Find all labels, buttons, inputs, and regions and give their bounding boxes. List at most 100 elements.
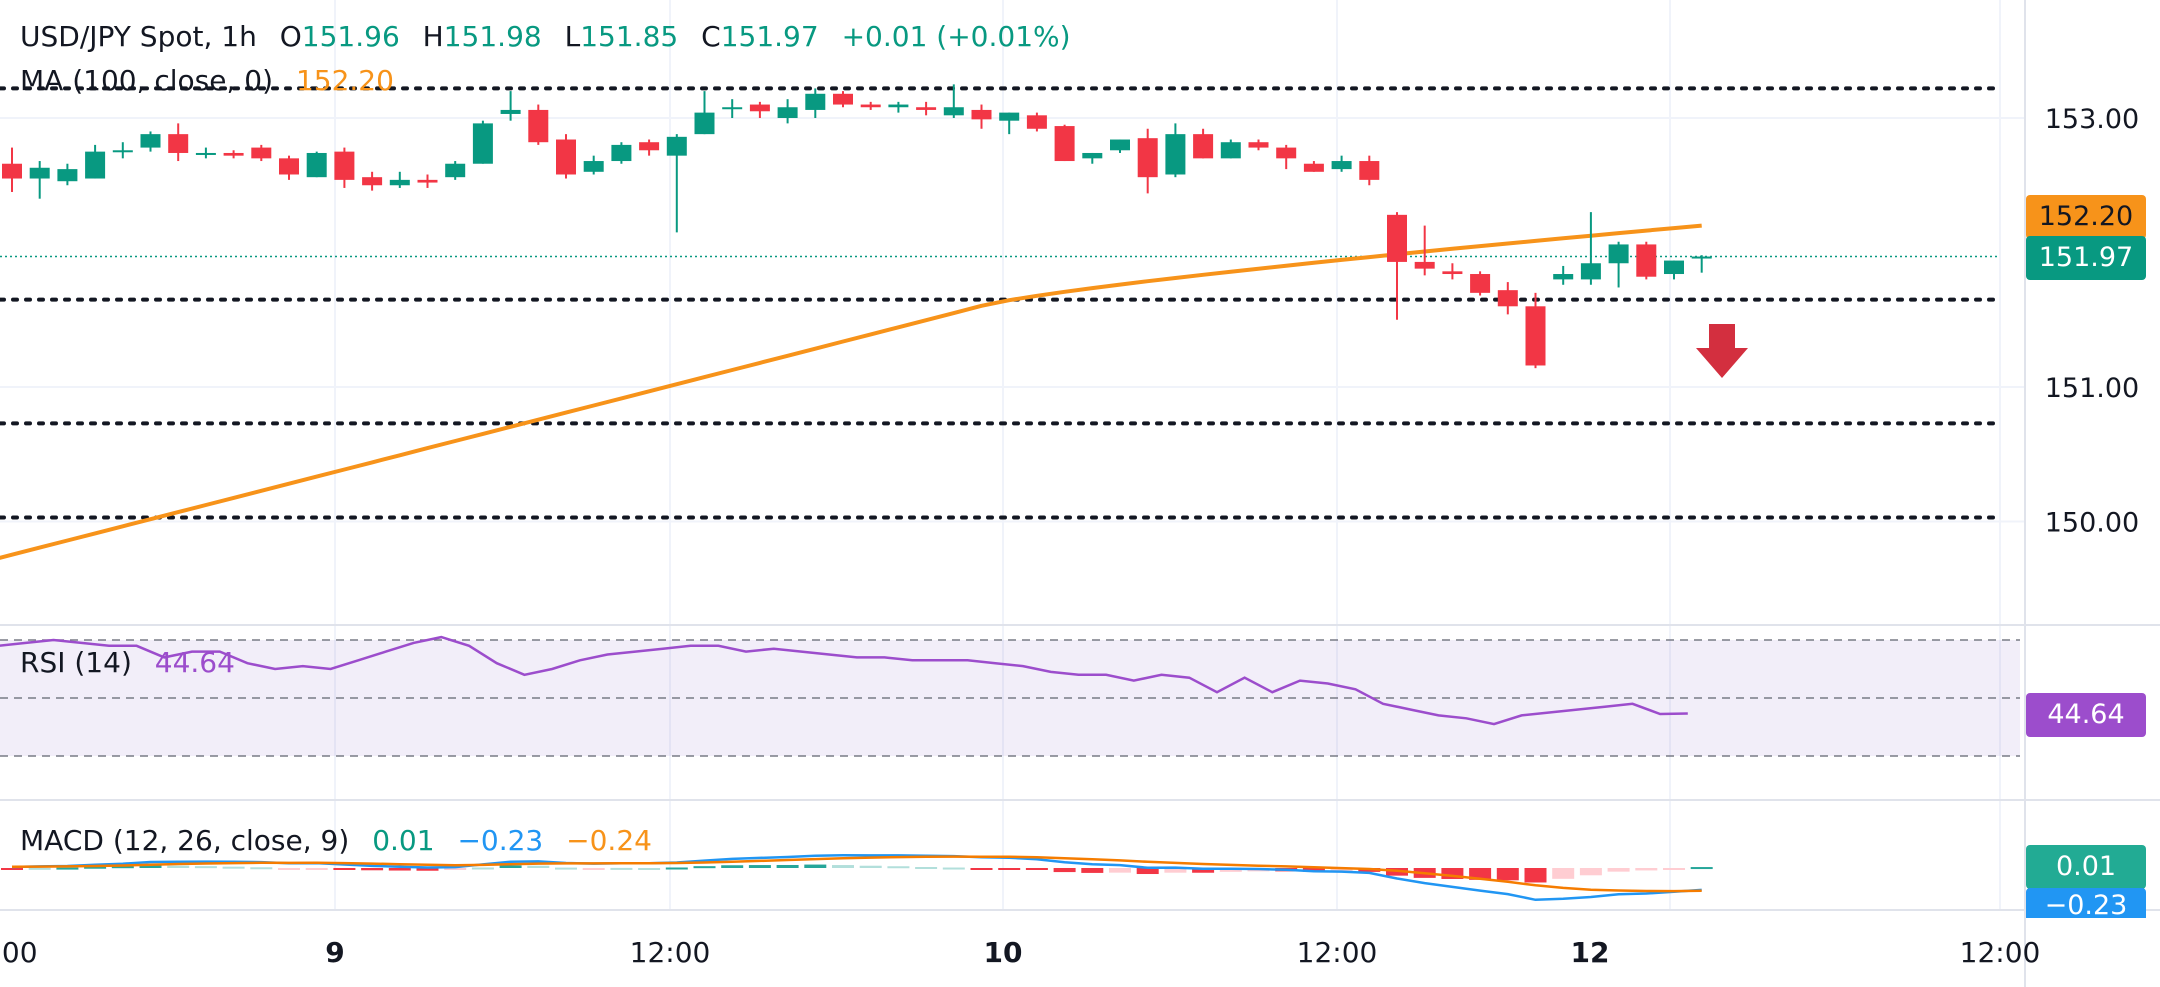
macd-hist-bar [638,867,661,870]
signal-line [11,855,1702,893]
candle-body [140,134,161,148]
symbol-label: USD/JPY Spot [20,20,204,53]
macd-hist-bar [1025,868,1048,870]
macd-value-tag: −0.23 [2026,888,2146,918]
candle-body [362,177,383,186]
candle-body [1193,134,1214,159]
time-tick-label: 10 [984,936,1023,969]
price-tick-label: 153.00 [2045,104,2139,135]
candle-body [251,147,272,159]
candle-body [195,152,216,155]
candle-body [1580,263,1601,280]
candle-body [85,151,106,179]
candle-body [1387,214,1407,262]
macd-hist-bar [555,867,577,870]
macd-hist-bar [28,867,51,870]
candle-body [1082,152,1103,159]
macd-hist-bar [1635,868,1658,871]
candle-body [2,163,22,179]
macd-hist-bar [471,867,494,870]
macd-hist-bar [1164,868,1187,873]
macd-hist-bar [499,865,522,868]
macd-hist-bar [1469,868,1492,880]
macd-hist-bar [776,864,799,868]
candle-body [500,109,521,114]
candle-body [777,107,798,118]
macd-hist-bar [859,865,882,868]
candle-body [1165,134,1186,175]
ma-legend: MA (100, close, 0) 152.20 [20,64,394,97]
open-value: 151.96 [301,20,400,53]
macd-hist-bar [1053,868,1076,873]
macd-hist-bar [887,866,910,869]
time-tick-label: 9 [325,936,344,969]
ohlc-legend: USD/JPY Spot, 1h O151.96 H151.98 L151.85… [20,20,1071,53]
macd-hist-bar [416,868,439,871]
candle-body [1359,161,1380,180]
last-price-tag: 151.97 [2026,236,2146,280]
macd-hist-bar [1441,868,1464,879]
candle-body [971,109,992,120]
candle-body [943,107,964,116]
macd-hist-bar [1302,868,1325,872]
candle-body [722,107,743,110]
candle-body [168,134,189,153]
macd-hist-bar [915,867,938,870]
rsi-legend-label: RSI (14) [20,646,132,679]
macd-hist-bar [1690,867,1713,870]
macd-hist-bar [1330,868,1353,872]
time-axis[interactable]: :00 9 12:00 10 12:00 12 12:00 [0,936,2040,969]
candle-body [223,152,244,156]
change-value: +0.01 (+0.01%) [841,20,1071,53]
rsi-line [0,635,1688,726]
candle-body [417,179,438,183]
candle-body [805,93,826,110]
macd-hist-bar [333,868,356,870]
rsi-value-tag: 44.64 [2026,693,2146,737]
macd-hist-bar [250,867,273,870]
macd-hist-bar [139,865,162,868]
candle-body [833,93,853,105]
candle-body [1442,271,1463,275]
macd-legend: MACD (12, 26, close, 9) 0.01 −0.23 −0.24 [20,824,652,857]
macd-hist-bar [278,868,300,870]
candle-body [1691,256,1712,259]
macd-hist-bar [444,868,467,870]
candle-body [112,150,133,153]
candle-body [29,167,50,179]
candle-body [1525,306,1546,366]
macd-hist-bar [1663,868,1685,870]
time-tick-label: 12:00 [1960,936,2041,969]
candle-body [279,158,299,175]
macd-hist-bar [84,866,107,869]
candle-body [1470,274,1491,293]
macd-hist-tag: 0.01 [2026,845,2146,889]
macd-hist-bar [305,868,328,870]
macd-hist-bar [222,866,245,869]
macd-signal-value: −0.24 [566,824,652,857]
candle-body [306,152,327,178]
candle-body [445,163,466,178]
candle-body [666,136,687,156]
price-tick-label: 150.00 [2045,508,2139,539]
candle-body [1110,139,1130,151]
macd-hist-value: 0.01 [372,824,435,857]
macd-hist-bar [388,868,411,871]
ma-100-line [0,223,1702,560]
candle-body [472,123,493,164]
macd-hist-bar [804,864,827,868]
candle-body [57,169,78,182]
candle-body [749,104,770,112]
macd-hist-bar [111,866,134,869]
candle-body [1303,163,1324,172]
candle-body [1553,274,1574,280]
price-axis[interactable]: 150.00 151.00 153.00 [2045,104,2139,539]
candle-body [1137,138,1158,178]
rsi-legend-value: 44.64 [154,646,235,679]
macd-hist-bar [167,865,190,868]
candle-body [334,151,355,180]
ma-price-tag: 152.20 [2026,195,2146,239]
candle-body [556,139,576,175]
close-value: 151.97 [720,20,819,53]
